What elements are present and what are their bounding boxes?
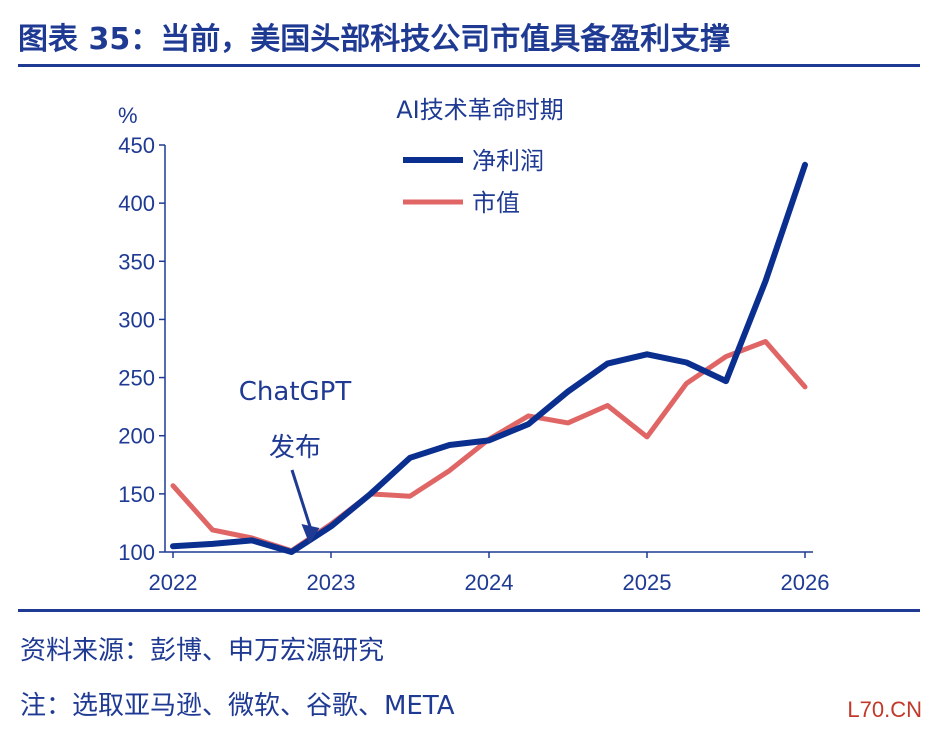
- x-tick-label: 2022: [149, 570, 198, 595]
- y-tick-label: 400: [118, 191, 155, 216]
- x-tick-label: 2024: [465, 570, 514, 595]
- y-tick-label: 350: [118, 249, 155, 274]
- title-rule: [18, 64, 920, 67]
- y-tick-label: 150: [118, 482, 155, 507]
- y-tick-label: 450: [118, 133, 155, 158]
- chart-lines: [170, 161, 808, 555]
- x-tick-label: 2023: [307, 570, 356, 595]
- line-chart: 450 400 350 300 250 200 150 100% 2022 2023 2024 202…: [118, 96, 829, 595]
- y-tick-label: 300: [118, 307, 155, 332]
- annotation-arrow-shaft: [290, 469, 312, 529]
- y-tick-label: 250: [118, 366, 155, 391]
- x-tick-label: 2025: [623, 570, 672, 595]
- y-tick-label: 200: [118, 424, 155, 449]
- figure-title: 图表 35：当前，美国头部科技公司市值具备盈利支撑: [18, 22, 731, 57]
- legend-label: 市值: [472, 189, 520, 217]
- annotation-line2: 发布: [269, 433, 321, 463]
- legend-label: 净利润: [472, 147, 544, 175]
- footer-rule: [18, 609, 920, 612]
- net-profit-line: [170, 161, 808, 555]
- y-tick-label: 100: [118, 540, 155, 565]
- x-tick-label: 2026: [781, 570, 830, 595]
- y-axis-label: %: [118, 103, 138, 128]
- selection-note: 注：选取亚马逊、微软、谷歌、META: [20, 691, 455, 721]
- chatgpt-annotation: ChatGPT 发布: [239, 377, 352, 544]
- annotation-line1: ChatGPT: [239, 377, 352, 407]
- annotation-arrow-head: [301, 524, 320, 544]
- chart-axes: 450 400 350 300 250 200 150 100% 2022 2023 2024 202…: [118, 103, 829, 595]
- watermark: L70.CN: [847, 697, 922, 722]
- source-note: 资料来源：彭博、申万宏源研究: [20, 636, 385, 666]
- chart-title: AI技术革命时期: [396, 96, 564, 124]
